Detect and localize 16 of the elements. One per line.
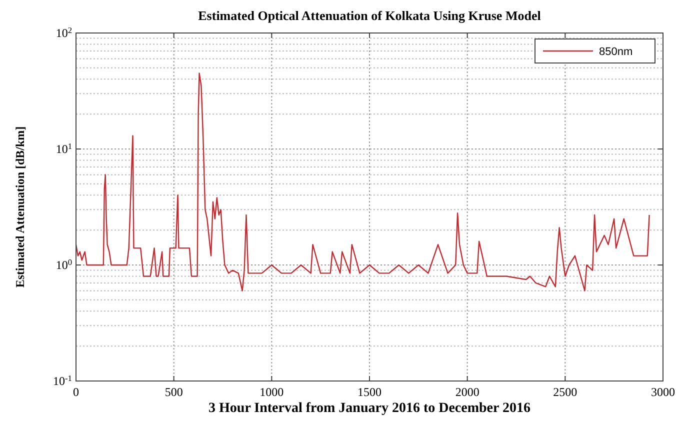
y-tick-label: 10$^{-1}$	[53, 374, 72, 388]
y-axis-title: Estimated Attenuation [dB/km]	[13, 126, 27, 288]
x-tick-label: 2000	[455, 385, 480, 399]
x-tick-label: 1000	[260, 385, 284, 399]
line-series	[75, 72, 650, 292]
y-tick-label: 10$^{1}$	[56, 142, 72, 156]
x-tick-label: 3000	[651, 385, 675, 399]
y-tick-label: 10$^{0}$	[56, 258, 72, 272]
x-tick-label: 1500	[358, 385, 382, 399]
legend-label: 850nm	[599, 46, 633, 58]
x-tick-label: 0	[73, 385, 79, 399]
y-tick-label: 10$^{2}$	[56, 26, 72, 40]
x-tick-label: 2500	[553, 385, 578, 399]
chart-title: Estimated Optical Attenuation of Kolkata Using Kruse Model	[198, 8, 542, 23]
x-axis-title: 3 Hour Interval from January 2016 to December 2016	[208, 401, 530, 416]
x-tick-label: 500	[164, 385, 183, 399]
